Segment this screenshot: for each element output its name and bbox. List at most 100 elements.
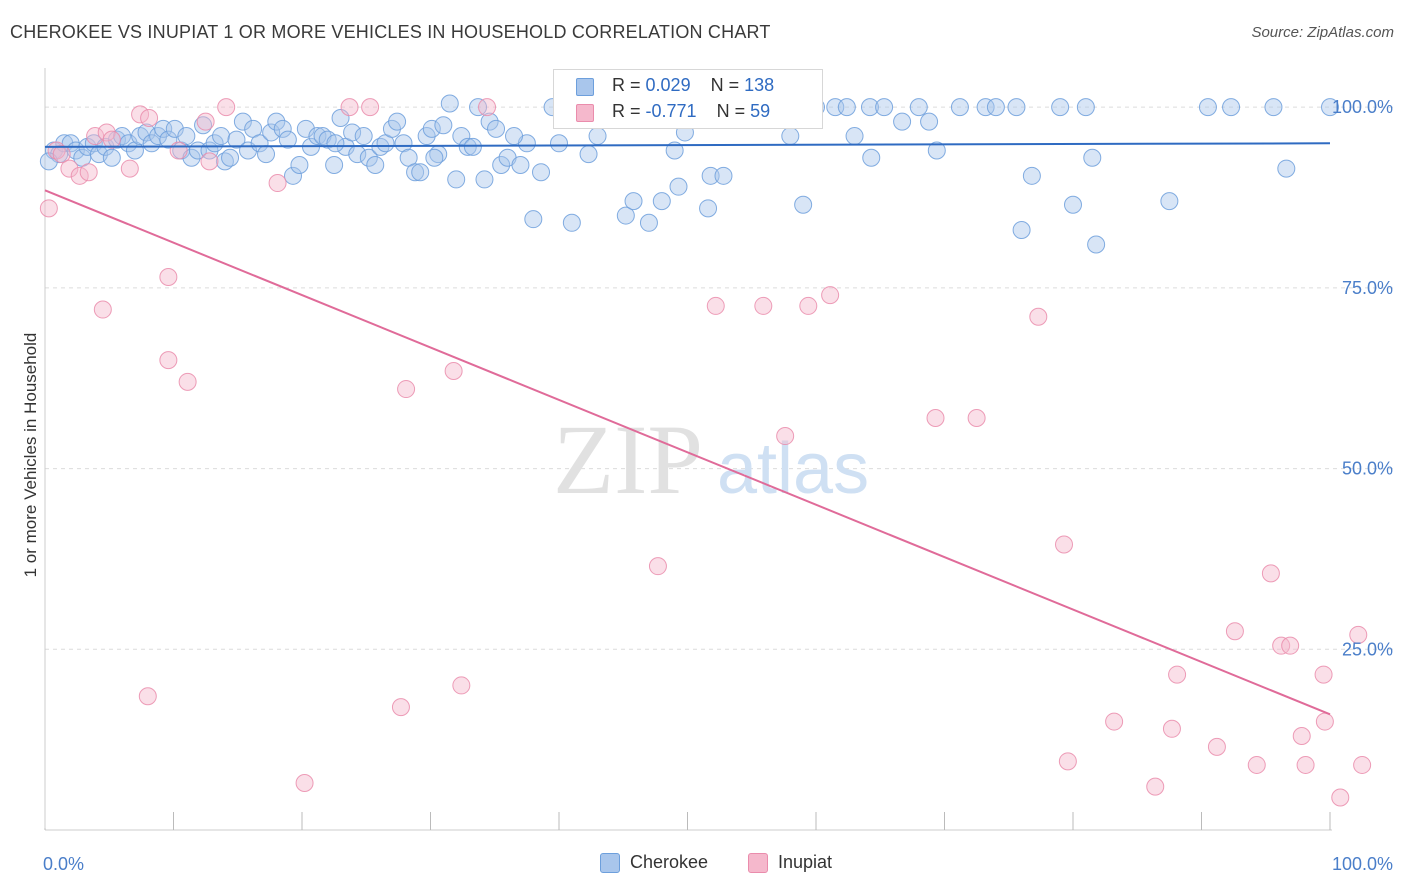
inupiat-point <box>1292 727 1311 746</box>
inupiat-point <box>361 98 380 117</box>
cherokee-point <box>699 199 718 218</box>
cherokee-point <box>212 127 231 146</box>
cherokee-point <box>669 177 688 196</box>
inupiat-point <box>1314 665 1333 684</box>
axes <box>44 68 1332 831</box>
inupiat-point <box>1225 622 1244 641</box>
cherokee-point <box>1007 98 1026 117</box>
cherokee-point <box>492 155 511 174</box>
inupiat-point <box>169 141 188 160</box>
cherokee-point <box>388 112 407 131</box>
inupiat-point <box>648 557 667 576</box>
inupiat-point <box>52 145 71 164</box>
cherokee-point <box>447 170 466 189</box>
tick-labels: 25.0% 50.0% 75.0% 100.0% 0.0% 100.0% <box>43 97 1393 874</box>
cherokee-point <box>1160 192 1179 211</box>
cherokee-point <box>860 98 879 117</box>
cherokee-point <box>102 148 121 167</box>
cherokee-point <box>233 112 252 131</box>
cherokee-point <box>588 127 607 146</box>
cherokee-point <box>1264 98 1283 117</box>
legend-swatch-cherokee <box>576 78 594 96</box>
cherokee-point <box>1222 98 1241 117</box>
cherokee-point <box>714 166 733 185</box>
cherokee-point <box>794 195 813 214</box>
y-tick-label: 75.0% <box>1342 278 1393 298</box>
cherokee-point <box>273 119 292 138</box>
y-axis-label: 1 or more Vehicles in Household <box>21 333 40 578</box>
cherokee-point <box>452 127 471 146</box>
cherokee-point <box>665 141 684 160</box>
cherokee-point <box>639 213 658 232</box>
inupiat-point <box>754 296 773 315</box>
cherokee-point <box>524 210 543 229</box>
inupiat-point <box>140 108 159 127</box>
cherokee-trend-line <box>44 142 1331 148</box>
cherokee-point <box>701 166 720 185</box>
legend: R = 0.029 N = 138 R = -0.771 N = 59 <box>553 69 823 129</box>
cherokee-point <box>177 127 196 146</box>
cherokee-point <box>875 98 894 117</box>
inupiat-point <box>1168 665 1187 684</box>
inupiat-point <box>452 676 471 695</box>
inupiat-point <box>1058 752 1077 771</box>
cherokee-point <box>107 130 126 149</box>
legend-n-label: N = <box>710 75 740 95</box>
cherokee-point <box>1083 148 1102 167</box>
cherokee-point <box>927 141 946 160</box>
cherokee-point <box>394 134 413 153</box>
inupiat-point <box>295 774 314 793</box>
inupiat-point <box>178 372 197 391</box>
cherokee-point <box>845 127 864 146</box>
inupiat-point <box>706 296 725 315</box>
legend-r-label: R = <box>612 75 641 95</box>
legend-swatch-inupiat <box>576 104 594 122</box>
source-label: Source: ZipAtlas.com <box>1251 24 1394 41</box>
legend-stats-cherokee: R = 0.029 N = 138 <box>612 75 774 96</box>
cherokee-point <box>215 152 234 171</box>
inupiat-point <box>1281 636 1300 655</box>
cherokee-point <box>616 206 635 225</box>
cherokee-point <box>511 155 530 174</box>
cherokee-point <box>284 166 303 185</box>
watermark: ZIP atlas <box>553 404 869 515</box>
cherokee-point <box>227 130 246 149</box>
cherokee-point <box>113 127 132 146</box>
inupiat-point <box>1353 755 1372 774</box>
inupiat-point <box>268 174 287 193</box>
inupiat-point <box>39 199 58 218</box>
inupiat-point <box>200 152 219 171</box>
cherokee-point <box>986 98 1005 117</box>
cherokee-point <box>262 123 281 142</box>
inupiat-point <box>926 408 945 427</box>
cherokee-point <box>1087 235 1106 254</box>
inupiat-point <box>60 159 79 178</box>
watermark-atlas: atlas <box>717 429 869 509</box>
inupiat-point <box>1055 535 1074 554</box>
inupiat-point <box>1296 755 1315 774</box>
inupiat-point <box>444 361 463 380</box>
legend-stats-inupiat: R = -0.771 N = 59 <box>612 101 770 122</box>
cherokee-point <box>359 148 378 167</box>
cherokee-point <box>532 163 551 182</box>
cherokee-point <box>422 119 441 138</box>
inupiat-point <box>1029 307 1048 326</box>
cherokee-point <box>326 134 345 153</box>
inupiat-point <box>1162 719 1181 738</box>
inupiat-point <box>79 163 98 182</box>
watermark-zip: ZIP <box>553 404 703 515</box>
cherokee-point <box>425 148 444 167</box>
x-tick-label: 100.0% <box>1332 854 1393 874</box>
cherokee-point <box>862 148 881 167</box>
inupiat-point <box>1247 755 1266 774</box>
inupiat-point <box>70 166 89 185</box>
bottom-legend-swatch-cherokee <box>600 853 620 873</box>
cherokee-point <box>257 145 276 164</box>
cherokee-point <box>1277 159 1296 178</box>
inupiat-point <box>821 286 840 305</box>
cherokee-point <box>205 134 224 153</box>
cherokee-point <box>165 119 184 138</box>
cherokee-point <box>920 112 939 131</box>
legend-r-value: 0.029 <box>645 75 691 95</box>
